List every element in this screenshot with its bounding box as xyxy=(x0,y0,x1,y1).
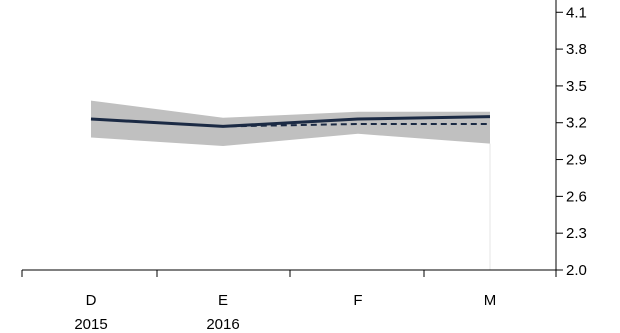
x-tick-year-label: 2015 xyxy=(74,316,107,333)
y-tick-label: 3.8 xyxy=(566,41,587,58)
x-tick-year-label: 2016 xyxy=(206,316,239,333)
y-tick-label: 2.0 xyxy=(566,262,587,279)
x-tick-label: M xyxy=(484,292,497,309)
y-tick-label: 3.5 xyxy=(566,78,587,95)
y-tick-label: 2.3 xyxy=(566,225,587,242)
y-tick-label: 3.2 xyxy=(566,115,587,132)
series-lines-layer xyxy=(90,115,491,128)
series-line-solid xyxy=(90,115,491,128)
tick-layer xyxy=(21,11,563,277)
uncertainty-band-layer xyxy=(91,100,491,270)
x-tick-label: E xyxy=(218,292,228,309)
y-tick-label: 2.9 xyxy=(566,152,587,169)
y-tick-label: 2.6 xyxy=(566,188,587,205)
series-line-dashed xyxy=(90,118,490,128)
y-tick-label: 4.1 xyxy=(566,4,587,21)
tick-label-layer: 4.1 3.8 3.5 3.2 2.9 2.6 2.3 2.0 D 2015 E 2016 F M xyxy=(74,4,587,333)
x-tick-label: D xyxy=(86,292,97,309)
axes xyxy=(22,0,557,271)
x-tick-label: F xyxy=(353,292,362,309)
